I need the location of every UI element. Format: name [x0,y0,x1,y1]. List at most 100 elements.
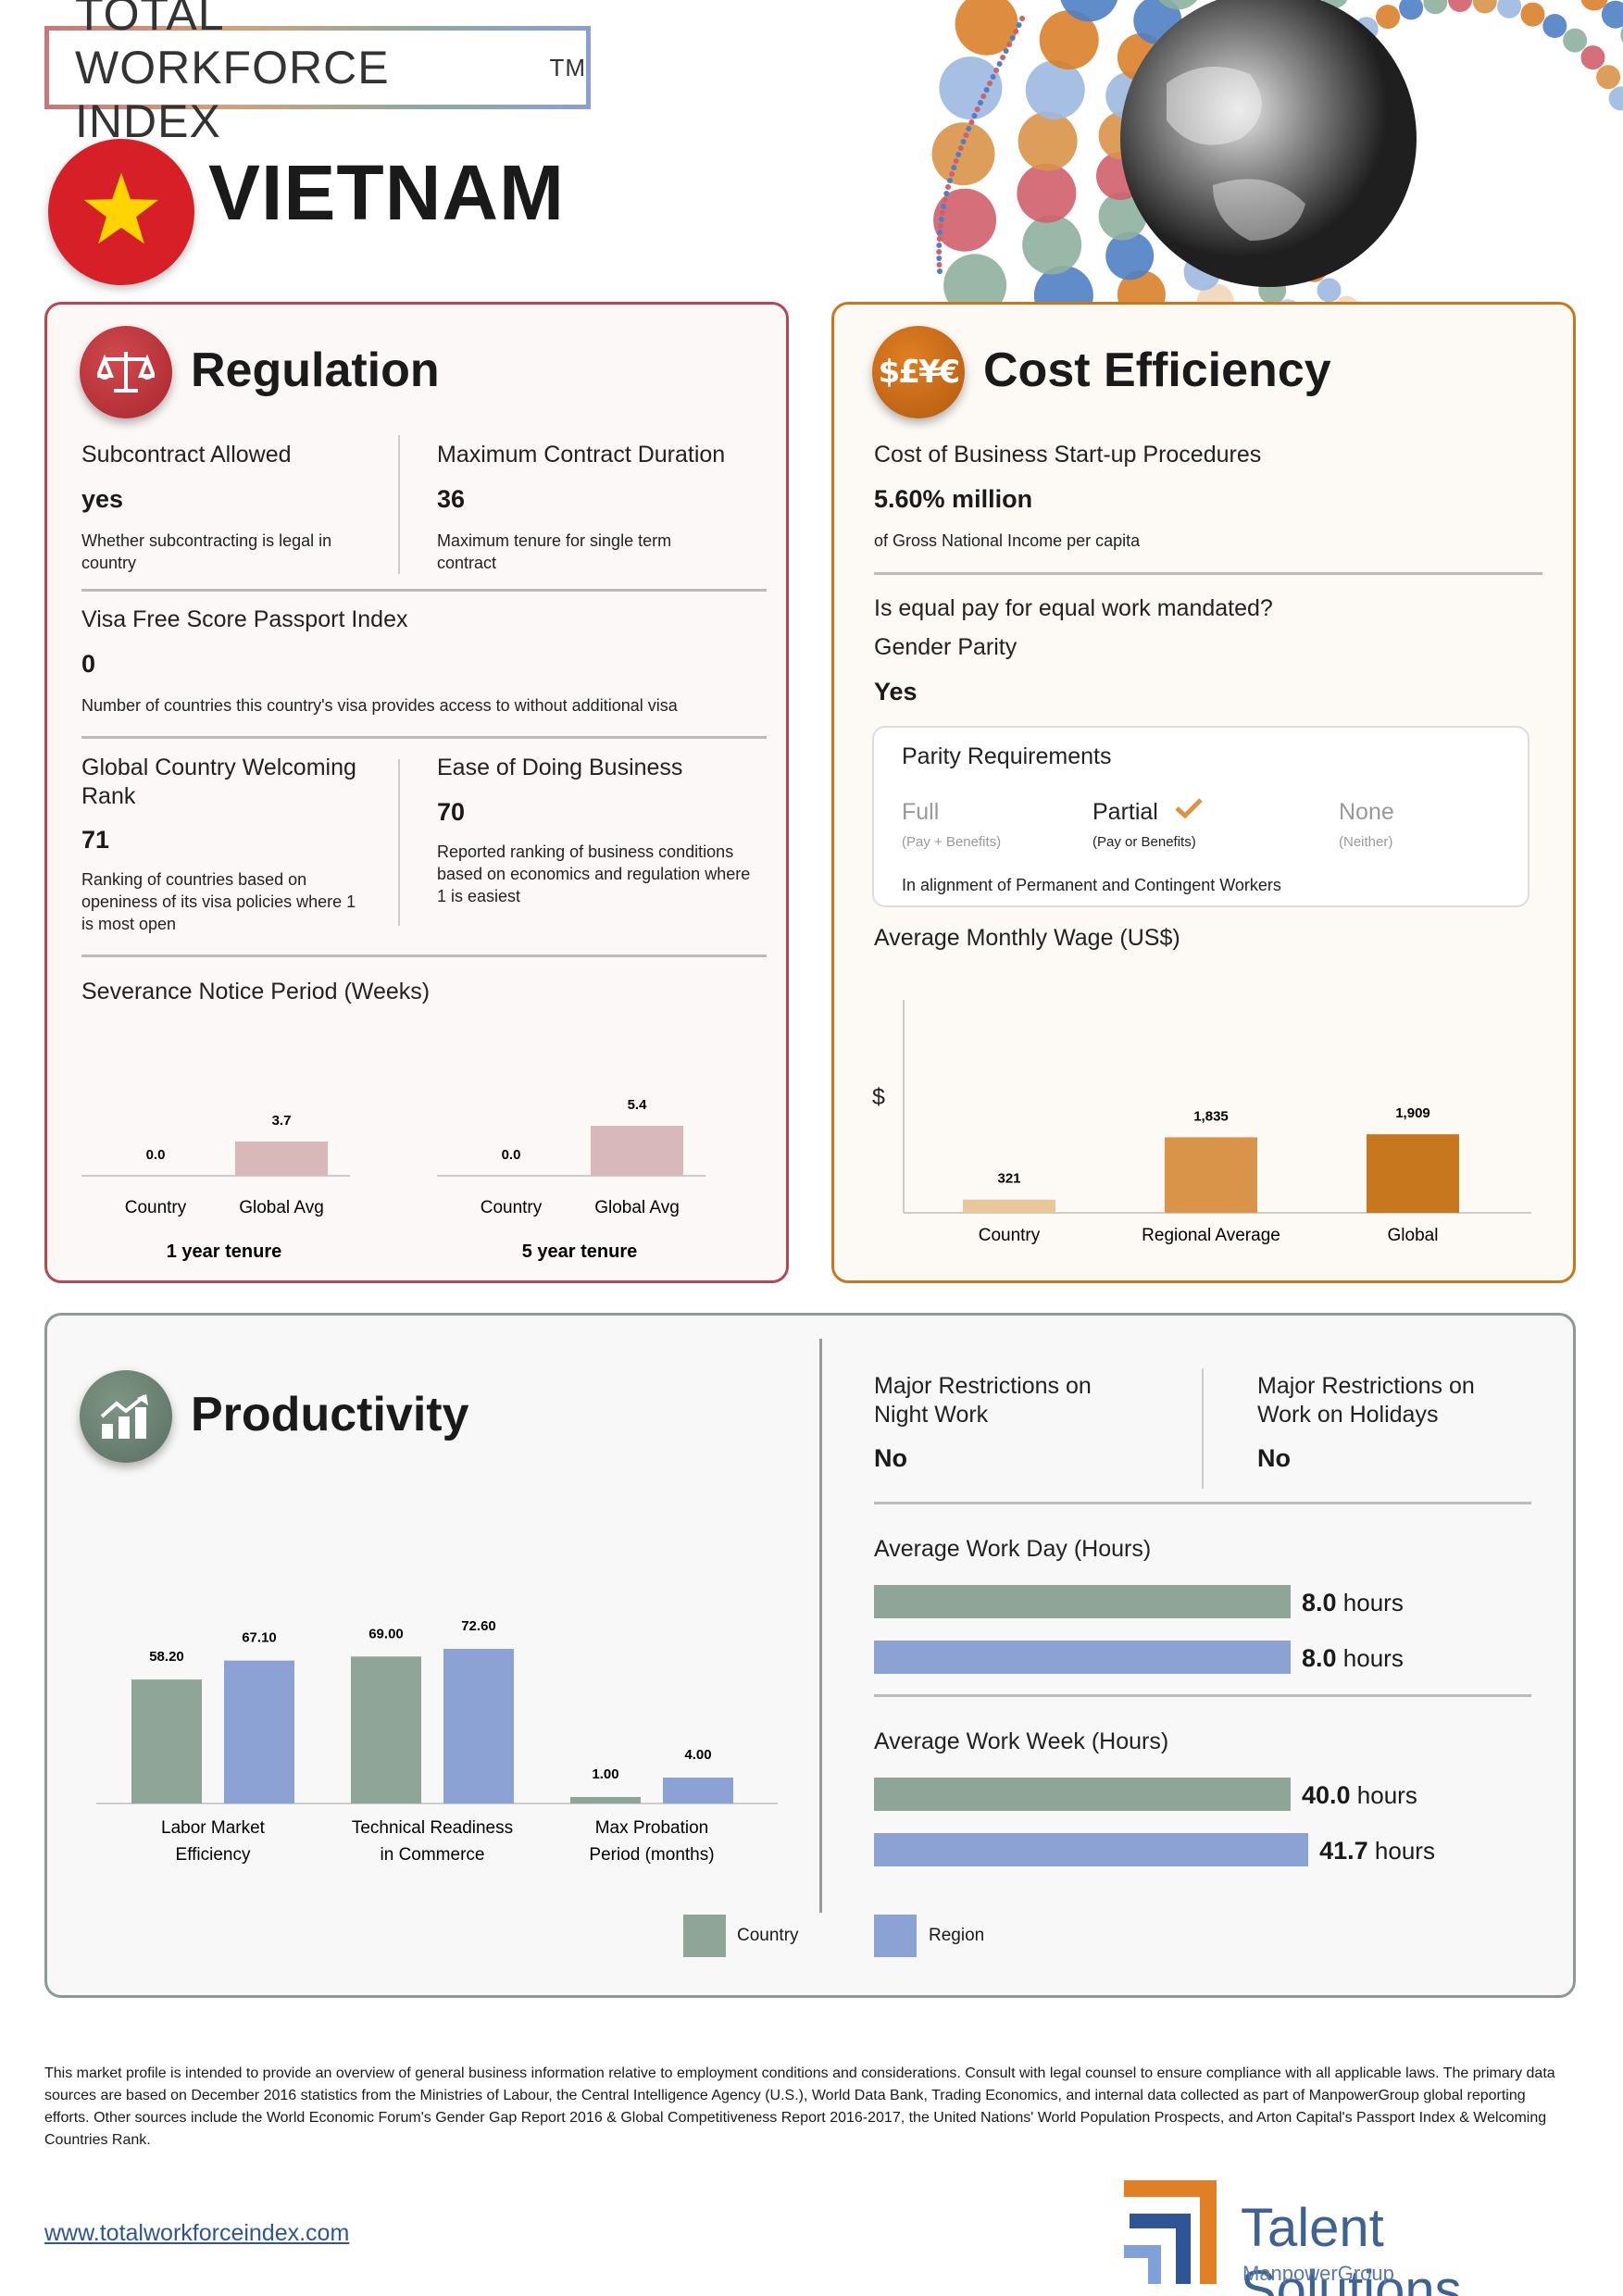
data-label: 0.0 [146,1147,166,1163]
decorative-dot [996,61,1003,67]
divider [874,1694,1531,1697]
country-name: VIETNAM [208,149,565,236]
data-label: 1,835 [1193,1108,1229,1124]
decorative-dot [1520,2,1545,27]
regulation-title: Regulation [191,343,440,397]
decorative-dot [947,178,953,183]
category-label: Country [979,1226,1041,1245]
divider [398,759,400,926]
welcoming-label: Global Country Welcoming Rank [81,755,356,809]
decorative-dot [1542,14,1567,38]
decorative-dot [1596,65,1621,90]
decorative-dot [1448,0,1472,12]
decorative-dot [953,158,959,164]
severance-bar [235,1142,328,1176]
checkmark-icon [1175,798,1203,819]
decorative-dot [963,132,969,138]
visa-desc: Number of countries this country's visa … [81,696,678,715]
divider [819,1339,822,1913]
decorative-dot [1013,29,1019,34]
decorative-dot [1563,28,1588,53]
workweek-region-bar [874,1833,1309,1866]
divider [874,1502,1531,1504]
group-label: 5 year tenure [522,1242,638,1262]
category-label: Technical Readiness [352,1818,513,1838]
startup-value: 5.60% million [874,485,1033,513]
category-label: Country [481,1198,543,1217]
parity-partial: Partial [1092,799,1158,825]
workweek-country-bar [874,1778,1291,1811]
holiday-work-value: No [1257,1444,1291,1472]
category-label: Efficiency [176,1845,251,1865]
parity-full-sub: (Pay + Benefits) [902,834,1002,850]
decorative-dot [945,184,951,190]
parity-full: Full [902,799,940,825]
decorative-dot [936,262,943,268]
decorative-dot [1105,231,1155,281]
decorative-dot [943,191,950,196]
parity-requirements-box [872,726,1529,907]
wage-bar [1165,1137,1257,1213]
decorative-dot [942,197,948,203]
brand-text: TOTAL WORKFORCE INDEX [75,0,390,147]
decorative-dot [1620,26,1623,44]
decorative-dot [1580,45,1605,70]
scales-icon [80,326,172,418]
decorative-dot [937,230,943,235]
parity-title: Parity Requirements [902,743,1112,769]
decorative-dot [1017,163,1077,223]
category-label: Regional Average [1142,1226,1280,1245]
category-label: Max Probation [595,1818,709,1838]
ease-value: 70 [437,798,466,826]
brand-banner: TOTAL WORKFORCE INDEX TM [44,0,591,147]
data-label: 3.7 [272,1113,292,1129]
vietnam-flag-icon [48,139,194,285]
parity-none-sub: (Neither) [1339,834,1393,850]
regulation-panel [44,302,789,1283]
website-link[interactable]: www.totalworkforceindex.com [44,2220,350,2246]
welcoming-value: 71 [81,826,110,854]
data-label: 4.00 [684,1747,711,1763]
decorative-dot [1022,215,1082,275]
decorative-dot [1376,5,1401,30]
decorative-dot [1006,42,1013,47]
decorative-dot [957,145,964,151]
max-contract-desc: Maximum tenure for single term contract [437,531,672,572]
decorative-dot [931,122,995,186]
decorative-dot [1009,35,1016,41]
decorative-dot [1158,0,1198,10]
decorative-dot [1399,0,1424,20]
decorative-dot [1601,0,1623,29]
data-label: 1,909 [1395,1105,1430,1121]
decorative-dot [978,100,983,106]
category-label: Global Avg [239,1198,324,1217]
data-label: 58.20 [149,1649,184,1665]
category-label: in Commerce [381,1845,485,1865]
decorative-dot [1580,0,1608,11]
subcontract-label: Subcontract Allowed [81,442,292,468]
decorative-dot [993,68,1000,73]
wage-chart: 321 Country 1,835 Regional Average 1,909 Glob… [903,1000,1531,1245]
decorative-dot [983,87,990,93]
decorative-dot [1060,0,1118,22]
visa-label: Visa Free Score Passport Index [81,606,408,632]
startup-label: Cost of Business Start-up Procedures [874,442,1262,468]
workday-region-value: 8.0 hours [1302,1644,1404,1672]
decorative-dot [990,74,996,80]
startup-desc: of Gross National Income per capita [874,531,1141,550]
decorative-dot [943,254,1007,318]
workweek-country-value: 40.0 hours [1302,1781,1417,1809]
decorative-dot [939,210,945,216]
globe-cloud [1167,67,1262,145]
divider [81,955,767,957]
category-label: Country [125,1198,187,1217]
brand-title: TOTAL WORKFORCE INDEX TM [49,0,586,147]
welcoming-desc: Ranking of countries based on openiness … [81,870,356,933]
trademark: TM [549,53,586,81]
subcontract-value: yes [81,485,124,513]
decorative-dot [1608,86,1623,111]
decorative-dot [949,171,955,177]
productivity-bar [663,1778,733,1803]
wage-label: Average Monthly Wage (US$) [874,925,1180,951]
divider [398,435,400,574]
